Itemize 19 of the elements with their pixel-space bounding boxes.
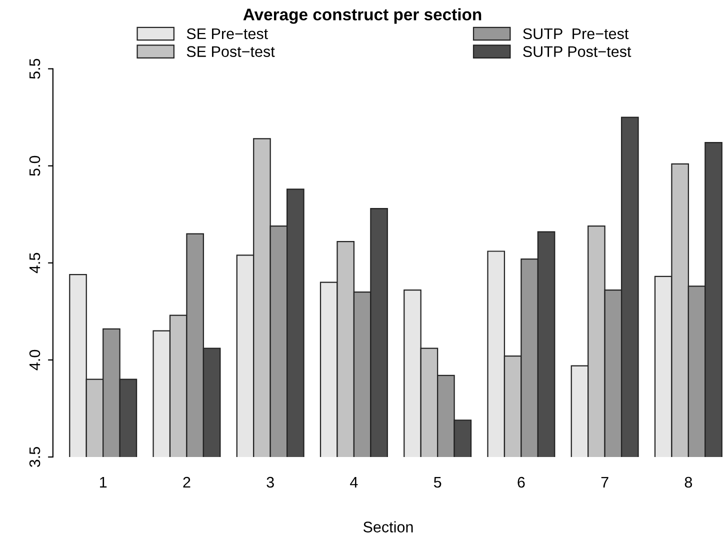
legend-label: SUTP Pre−test xyxy=(523,28,629,40)
y-tick-label: 4.0 xyxy=(29,350,40,370)
x-tick-label: 6 xyxy=(518,476,525,488)
legend-label: SUTP Post−test xyxy=(523,46,632,57)
x-tick-label: 1 xyxy=(100,477,107,488)
chart-title: Average construct per section xyxy=(243,8,482,24)
y-tick-label: 5.5 xyxy=(30,58,40,79)
x-tick-label: 7 xyxy=(601,477,608,488)
legend-label: SE Post−test xyxy=(186,46,275,57)
x-tick-label: 8 xyxy=(684,476,692,488)
x-tick-label: 4 xyxy=(350,477,358,488)
y-tick-label: 4.5 xyxy=(30,252,40,274)
x-tick-label: 3 xyxy=(266,476,274,488)
x-tick-label: 2 xyxy=(183,476,190,488)
legend-label: SE Pre−test xyxy=(186,28,268,40)
y-tick-label: 5.0 xyxy=(29,156,40,176)
x-tick-label: 5 xyxy=(434,477,442,488)
x-axis-title: Section xyxy=(363,521,413,532)
y-tick-label: 3.5 xyxy=(29,447,40,468)
